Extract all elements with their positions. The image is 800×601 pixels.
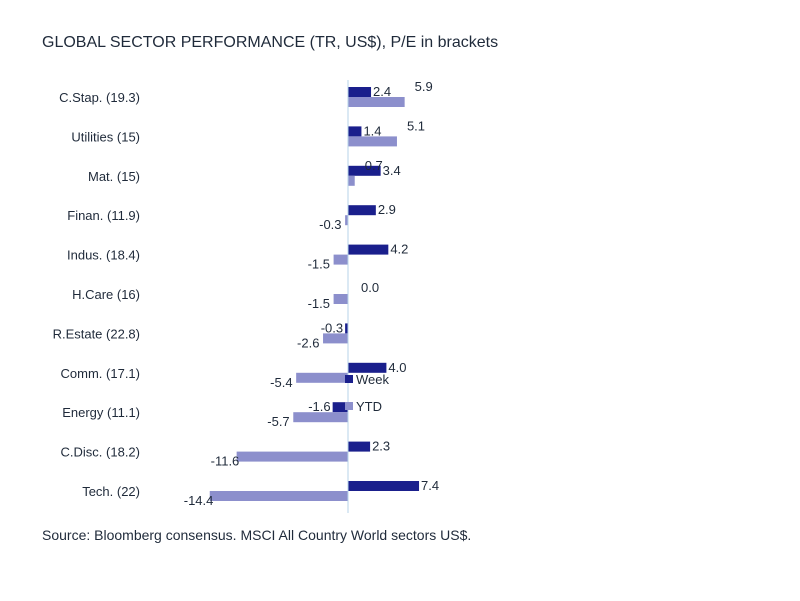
ytd-value-label: -1.5 <box>308 257 330 272</box>
ytd-bar <box>333 254 348 265</box>
source-note: Source: Bloomberg consensus. MSCI All Co… <box>42 527 472 543</box>
week-value-label: 2.3 <box>372 439 390 454</box>
week-value-label: -1.6 <box>308 399 330 414</box>
category-label: Utilities (15) <box>71 129 140 144</box>
week-value-label: 2.9 <box>378 202 396 217</box>
week-value-label: 4.2 <box>390 242 408 257</box>
week-bar <box>348 165 381 176</box>
ytd-value-label: -14.4 <box>184 493 214 508</box>
ytd-value-label: -5.7 <box>267 414 289 429</box>
ytd-bar <box>323 333 348 344</box>
ytd-value-label: -1.5 <box>308 296 330 311</box>
category-label: R.Estate (22.8) <box>53 326 140 341</box>
week-value-label: 3.4 <box>383 163 401 178</box>
week-value-label: -0.3 <box>321 320 343 335</box>
week-bar <box>348 87 372 97</box>
ytd-value-label: -11.6 <box>211 454 240 469</box>
week-value-label: 4.0 <box>388 360 406 375</box>
category-label: Comm. (17.1) <box>61 366 140 381</box>
ytd-value-label: -0.3 <box>319 217 341 232</box>
week-bar <box>348 441 371 452</box>
ytd-bar <box>236 451 348 462</box>
ytd-value-label: -2.6 <box>297 335 319 350</box>
ytd-bar <box>296 372 348 383</box>
category-label: C.Disc. (18.2) <box>61 445 140 460</box>
ytd-bar <box>209 491 348 501</box>
week-value-label: 1.4 <box>363 123 381 138</box>
legend-label-ytd: YTD <box>356 399 382 414</box>
legend-swatch-week <box>345 375 353 383</box>
ytd-bar <box>293 412 348 423</box>
week-bar <box>348 481 420 491</box>
category-label: Tech. (22) <box>82 484 140 499</box>
legend-swatch-ytd <box>345 402 353 410</box>
category-label: Finan. (11.9) <box>67 208 140 223</box>
week-value-label: 0.0 <box>361 280 379 295</box>
ytd-value-label: 0.7 <box>365 158 383 173</box>
ytd-value-label: 5.9 <box>415 79 433 94</box>
ytd-bar <box>348 136 397 147</box>
category-label: Indus. (18.4) <box>67 248 140 263</box>
ytd-bar <box>348 175 355 186</box>
week-bar <box>332 402 348 413</box>
week-bar <box>348 362 387 373</box>
week-bar <box>348 205 376 216</box>
category-label: Mat. (15) <box>88 169 140 184</box>
week-value-label: 2.4 <box>373 84 391 99</box>
category-label: C.Stap. (19.3) <box>59 90 140 105</box>
week-bar <box>348 126 362 137</box>
ytd-value-label: 5.1 <box>407 118 425 133</box>
ytd-bar <box>333 294 348 304</box>
ytd-value-label: -5.4 <box>270 375 292 390</box>
week-bar <box>348 244 389 255</box>
chart-title: GLOBAL SECTOR PERFORMANCE (TR, US$), P/E… <box>42 34 499 51</box>
category-label: H.Care (16) <box>72 287 140 302</box>
week-bar <box>345 323 348 334</box>
legend-label-week: Week <box>356 372 389 387</box>
category-label: Energy (11.1) <box>62 405 140 420</box>
week-value-label: 7.4 <box>421 478 439 493</box>
ytd-bar <box>345 215 348 226</box>
ytd-bar <box>348 97 405 107</box>
